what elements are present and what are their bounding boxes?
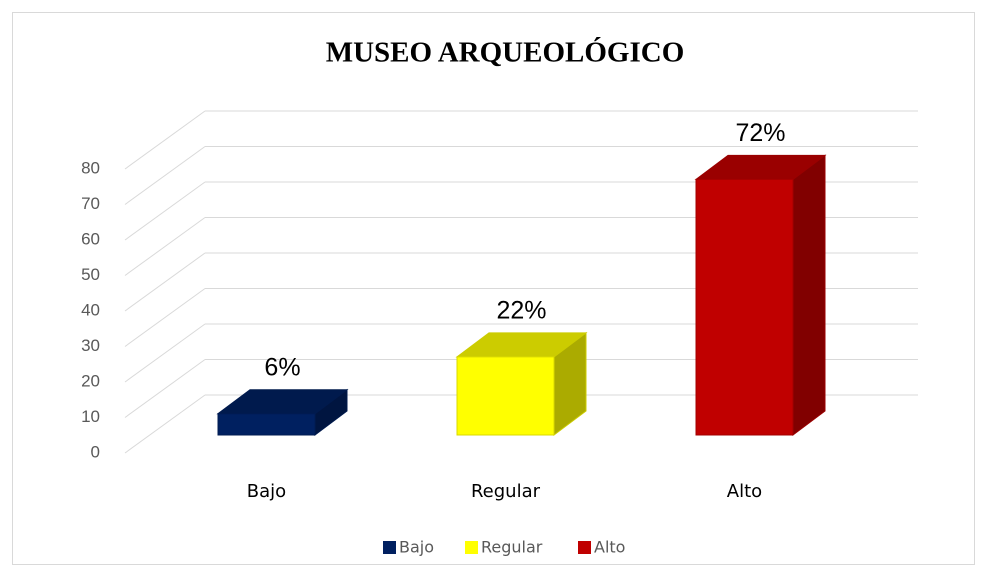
grid-line bbox=[124, 252, 206, 312]
data-label: 6% bbox=[264, 353, 300, 381]
grid-line bbox=[124, 217, 206, 276]
legend-label: Regular bbox=[481, 538, 543, 557]
chart-title: MUSEO ARQUEOLÓGICO bbox=[326, 36, 685, 69]
y-tick-label: 0 bbox=[91, 442, 100, 461]
data-label: 72% bbox=[735, 119, 785, 147]
y-tick-label: 40 bbox=[81, 300, 100, 319]
legend-swatch bbox=[383, 541, 396, 554]
y-tick-label: 30 bbox=[81, 336, 100, 355]
grid-line bbox=[124, 359, 206, 418]
grid-line bbox=[124, 323, 206, 383]
grid-line bbox=[124, 394, 206, 454]
grid-line bbox=[124, 288, 206, 347]
y-tick-label: 10 bbox=[81, 407, 100, 426]
y-tick-label: 80 bbox=[81, 158, 100, 177]
bar-side bbox=[792, 154, 826, 436]
bar bbox=[217, 413, 316, 436]
legend-swatch bbox=[578, 541, 591, 554]
y-tick-label: 70 bbox=[81, 194, 100, 213]
y-tick-label: 50 bbox=[81, 265, 100, 284]
y-tick-label: 60 bbox=[81, 229, 100, 248]
data-label: 22% bbox=[496, 297, 546, 325]
grid-line bbox=[124, 181, 206, 241]
x-tick-label: Alto bbox=[727, 481, 762, 502]
bar bbox=[695, 178, 794, 436]
x-tick-label: Regular bbox=[471, 481, 541, 502]
grid-line bbox=[124, 146, 206, 205]
x-tick-label: Bajo bbox=[247, 481, 286, 502]
grid-line bbox=[124, 110, 206, 170]
legend-swatch bbox=[465, 541, 478, 554]
legend-label: Bajo bbox=[399, 538, 434, 557]
bar bbox=[456, 356, 555, 436]
y-tick-label: 20 bbox=[81, 371, 100, 390]
legend-label: Alto bbox=[594, 538, 625, 557]
